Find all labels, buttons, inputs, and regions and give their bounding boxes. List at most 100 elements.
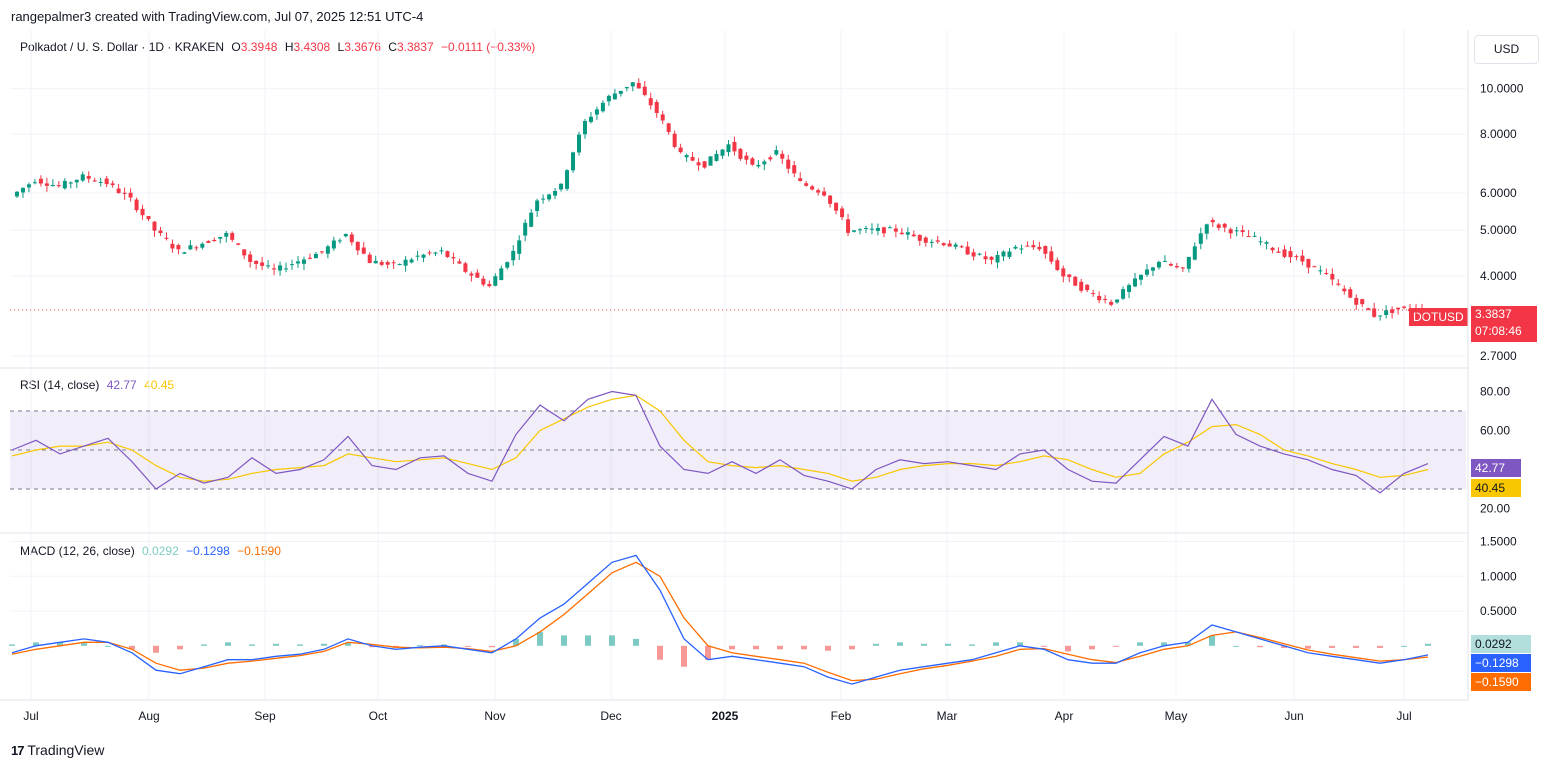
- open-label: O: [231, 40, 241, 54]
- macd-histogram-bar: [681, 645, 687, 667]
- candle-body: [798, 178, 803, 181]
- candle-body: [1043, 246, 1048, 254]
- candle-body: [1264, 242, 1269, 244]
- macd-histogram-bar: [921, 643, 927, 646]
- candle-body: [445, 251, 450, 258]
- macd-histogram-bar: [1041, 645, 1047, 647]
- macd-histogram-bar: [153, 645, 159, 653]
- candle-body: [1282, 249, 1287, 257]
- time-tick-label: Jul: [23, 709, 38, 723]
- candle-body: [762, 161, 767, 165]
- macd-histogram-bar: [249, 644, 255, 646]
- candle-body: [385, 262, 390, 265]
- candle-body: [744, 155, 749, 160]
- macd-value-tag: −0.1298: [1471, 654, 1531, 672]
- candle-body: [158, 230, 163, 234]
- symbol-legend: Polkadot / U. S. Dollar · 1D · KRAKEN O3…: [20, 40, 539, 54]
- candle-body: [295, 261, 300, 264]
- candle-body: [68, 182, 73, 184]
- candle-body: [708, 156, 713, 166]
- change-value: −0.0111 (−0.33%): [440, 40, 536, 54]
- candle-body: [319, 251, 324, 253]
- price-tick-label: 4.0000: [1480, 269, 1517, 283]
- tradingview-logo-icon: 17: [11, 743, 25, 758]
- candle-body: [654, 102, 659, 113]
- time-tick-label: May: [1165, 709, 1188, 723]
- macd-histogram-bar: [993, 642, 999, 646]
- macd-histogram-bar: [1233, 645, 1239, 647]
- candle-body: [206, 241, 211, 243]
- candle-body: [409, 259, 414, 263]
- macd-legend-signal: −0.1590: [237, 544, 281, 558]
- candle-body: [1318, 270, 1323, 272]
- macd-histogram-bar: [441, 644, 447, 646]
- candle-body: [1139, 274, 1144, 280]
- macd-histogram-bar: [465, 645, 471, 647]
- candle-body: [182, 252, 187, 254]
- macd-histogram-bar: [969, 644, 975, 646]
- candle-body: [92, 180, 97, 182]
- macd-histogram-bar: [609, 635, 615, 646]
- currency-button[interactable]: USD: [1474, 35, 1539, 64]
- last-price-tag: 3.3837 07:08:46: [1471, 306, 1537, 342]
- candle-body: [337, 240, 342, 242]
- candle-body: [750, 158, 755, 165]
- candle-body: [869, 228, 874, 230]
- macd-histogram-bar: [1353, 645, 1359, 648]
- macd-histogram-bar: [849, 645, 855, 650]
- macd-histogram-bar: [801, 645, 807, 650]
- candle-body: [1390, 309, 1395, 313]
- time-tick-label: Oct: [369, 709, 388, 723]
- candle-body: [170, 243, 175, 249]
- macd-tick-label: 1.5000: [1480, 534, 1517, 548]
- candle-body: [941, 243, 946, 246]
- candle-body: [576, 134, 581, 153]
- candle-body: [1246, 236, 1251, 238]
- candle-body: [881, 227, 886, 234]
- candle-body: [128, 192, 133, 198]
- macd-legend: MACD (12, 26, close) 0.0292 −0.1298 −0.1…: [20, 544, 285, 558]
- candle-body: [660, 114, 665, 121]
- candle-body: [1396, 307, 1401, 310]
- candle-body: [14, 191, 19, 197]
- candle-body: [1085, 284, 1090, 291]
- candle-body: [696, 162, 701, 166]
- candle-body: [1073, 276, 1078, 286]
- candle-body: [995, 254, 1000, 263]
- candle-body: [212, 239, 217, 242]
- candle-body: [1330, 273, 1335, 280]
- macd-histogram-bar: [81, 642, 87, 646]
- candle-body: [164, 237, 169, 239]
- candle-body: [361, 247, 366, 254]
- candle-body: [224, 232, 229, 237]
- candle-body: [278, 265, 283, 271]
- candle-body: [923, 237, 928, 243]
- candle-body: [648, 98, 653, 106]
- candle-body: [457, 261, 462, 264]
- candle-body: [242, 249, 247, 256]
- candle-body: [475, 272, 480, 278]
- candle-body: [959, 246, 964, 248]
- candle-body: [953, 244, 958, 247]
- candle-body: [917, 234, 922, 241]
- candle-body: [672, 133, 677, 147]
- candle-body: [1324, 273, 1329, 275]
- candle-body: [1133, 278, 1138, 287]
- macd-histogram-bar: [1257, 645, 1263, 648]
- candle-body: [571, 152, 576, 171]
- close-label: C: [388, 40, 397, 54]
- candle-body: [391, 262, 396, 264]
- candle-body: [863, 227, 868, 229]
- candle-body: [140, 208, 145, 216]
- last-price-value: 3.3837: [1475, 307, 1512, 321]
- candle-body: [1378, 315, 1383, 317]
- candle-body: [624, 87, 629, 89]
- candle-body: [780, 153, 785, 159]
- rsi-tick-label: 60.00: [1480, 424, 1510, 438]
- candle-body: [248, 254, 253, 262]
- macd-histogram-bar: [369, 645, 375, 648]
- candle-body: [188, 245, 193, 250]
- candle-body: [786, 159, 791, 169]
- candle-body: [529, 212, 534, 227]
